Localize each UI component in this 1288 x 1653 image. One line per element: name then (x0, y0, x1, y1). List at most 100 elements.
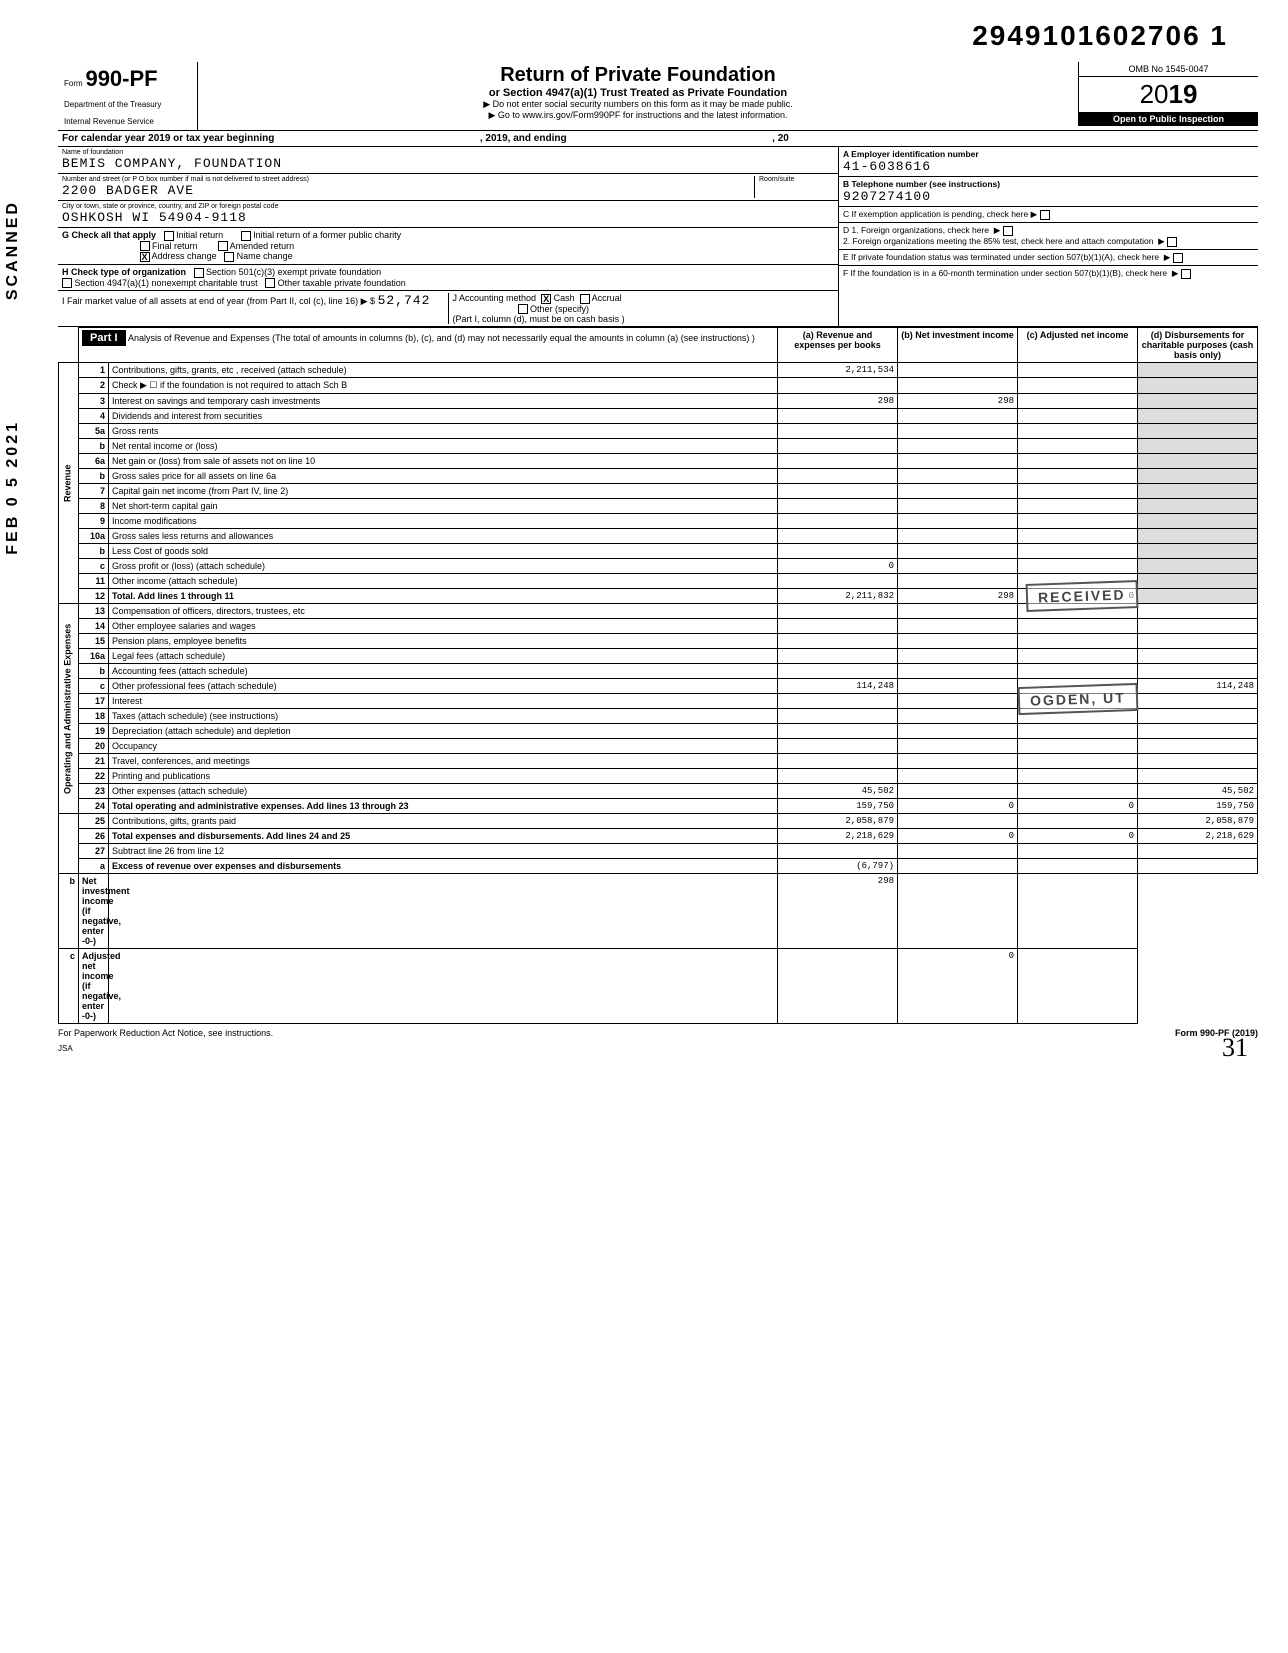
checkbox-exempt-pending[interactable] (1040, 210, 1050, 220)
checkbox-final[interactable] (140, 241, 150, 251)
table-row: 23Other expenses (attach schedule)45,502… (59, 784, 1258, 799)
amount-cell (1138, 604, 1258, 619)
c-label: C If exemption application is pending, c… (843, 209, 1037, 219)
checkbox-address[interactable]: X (140, 252, 150, 262)
year-prefix: 20 (1140, 79, 1169, 109)
page-number-handwritten: 31 (1222, 1033, 1248, 1063)
line-number: 15 (79, 634, 109, 649)
amount-cell (1138, 529, 1258, 544)
ein-value: 41-6038616 (843, 159, 1254, 174)
amount-cell: 298 (898, 589, 1018, 604)
year-bold: 19 (1169, 79, 1198, 109)
amount-cell (778, 484, 898, 499)
table-row: bNet rental income or (loss) (59, 439, 1258, 454)
line-number: 5a (79, 424, 109, 439)
line-description: Other employee salaries and wages (109, 619, 778, 634)
table-row: 24Total operating and administrative exp… (59, 799, 1258, 814)
checkbox-initial[interactable] (164, 231, 174, 241)
amount-cell (898, 694, 1018, 709)
ogden-stamp: OGDEN, UT (1018, 683, 1139, 715)
amount-cell (1138, 499, 1258, 514)
opt-other-method: Other (specify) (530, 304, 589, 314)
checkbox-former[interactable] (241, 231, 251, 241)
opt-other-tax: Other taxable private foundation (278, 278, 406, 288)
table-row: bAccounting fees (attach schedule) (59, 664, 1258, 679)
checkbox-85pct[interactable] (1167, 237, 1177, 247)
line-number: b (79, 664, 109, 679)
amount-cell (1018, 439, 1138, 454)
table-row: cGross profit or (loss) (attach schedule… (59, 559, 1258, 574)
line-number: 18 (79, 709, 109, 724)
amount-cell (1138, 769, 1258, 784)
amount-cell: 2,218,629 (1138, 829, 1258, 844)
line-description: Net short-term capital gain (109, 499, 778, 514)
table-row: Revenue1Contributions, gifts, grants, et… (59, 363, 1258, 378)
omb-number: OMB No 1545-0047 (1079, 62, 1258, 77)
amount-cell (1138, 484, 1258, 499)
irs-label: Internal Revenue Service (64, 117, 191, 126)
amount-cell (1018, 469, 1138, 484)
amount-cell (778, 574, 898, 589)
amount-cell (778, 739, 898, 754)
amount-cell (778, 949, 898, 1024)
table-row: bNet investment income (if negative, ent… (59, 874, 1258, 949)
line-number: 13 (79, 604, 109, 619)
checkbox-accrual[interactable] (580, 294, 590, 304)
checkbox-other-method[interactable] (518, 304, 528, 314)
checkbox-60month[interactable] (1181, 269, 1191, 279)
amount-cell (1138, 574, 1258, 589)
line-number: 4 (79, 409, 109, 424)
table-row: 22Printing and publications (59, 769, 1258, 784)
amount-cell (1018, 769, 1138, 784)
amount-cell (1018, 514, 1138, 529)
opt-amended: Amended return (230, 241, 295, 251)
amount-cell (1138, 544, 1258, 559)
amount-cell (778, 378, 898, 394)
amount-cell (1138, 634, 1258, 649)
amount-cell (778, 754, 898, 769)
checkbox-foreign[interactable] (1003, 226, 1013, 236)
room-label: Room/suite (759, 176, 834, 183)
line-description: Travel, conferences, and meetings (109, 754, 778, 769)
line-number: 20 (79, 739, 109, 754)
amount-cell (898, 619, 1018, 634)
checkbox-501c3[interactable] (194, 268, 204, 278)
amount-cell (898, 409, 1018, 424)
amount-cell (898, 784, 1018, 799)
amount-cell (1018, 499, 1138, 514)
instruction-1: ▶ Do not enter social security numbers o… (204, 99, 1072, 110)
amount-cell (778, 439, 898, 454)
amount-cell (1018, 409, 1138, 424)
amount-cell (898, 649, 1018, 664)
amount-cell (1138, 378, 1258, 394)
amount-cell (1018, 394, 1138, 409)
line-description: Check ▶ ☐ if the foundation is not requi… (109, 378, 778, 394)
amount-cell (898, 814, 1018, 829)
line-number: 8 (79, 499, 109, 514)
checkbox-terminated[interactable] (1173, 253, 1183, 263)
amount-cell (778, 409, 898, 424)
amount-cell (1138, 469, 1258, 484)
amount-cell (898, 859, 1018, 874)
checkbox-4947[interactable] (62, 278, 72, 288)
part1-header: Part I (82, 330, 126, 346)
checkbox-amended[interactable] (218, 241, 228, 251)
line-description: Total operating and administrative expen… (109, 799, 778, 814)
amount-cell (1138, 724, 1258, 739)
table-row: 4Dividends and interest from securities (59, 409, 1258, 424)
amount-cell (778, 709, 898, 724)
table-row: aExcess of revenue over expenses and dis… (59, 859, 1258, 874)
table-row: 26Total expenses and disbursements. Add … (59, 829, 1258, 844)
line-description: Depreciation (attach schedule) and deple… (109, 724, 778, 739)
line-description: Net gain or (loss) from sale of assets n… (109, 454, 778, 469)
amount-cell: 2,211,534 (778, 363, 898, 378)
checkbox-name[interactable] (224, 252, 234, 262)
amount-cell (898, 874, 1018, 949)
checkbox-cash[interactable]: X (541, 294, 551, 304)
amount-cell (898, 454, 1018, 469)
checkbox-other-tax[interactable] (265, 278, 275, 288)
part1-title: Analysis of Revenue and Expenses (The to… (128, 333, 755, 343)
amount-cell (1138, 649, 1258, 664)
amount-cell: 0 (1018, 829, 1138, 844)
line-number: 3 (79, 394, 109, 409)
